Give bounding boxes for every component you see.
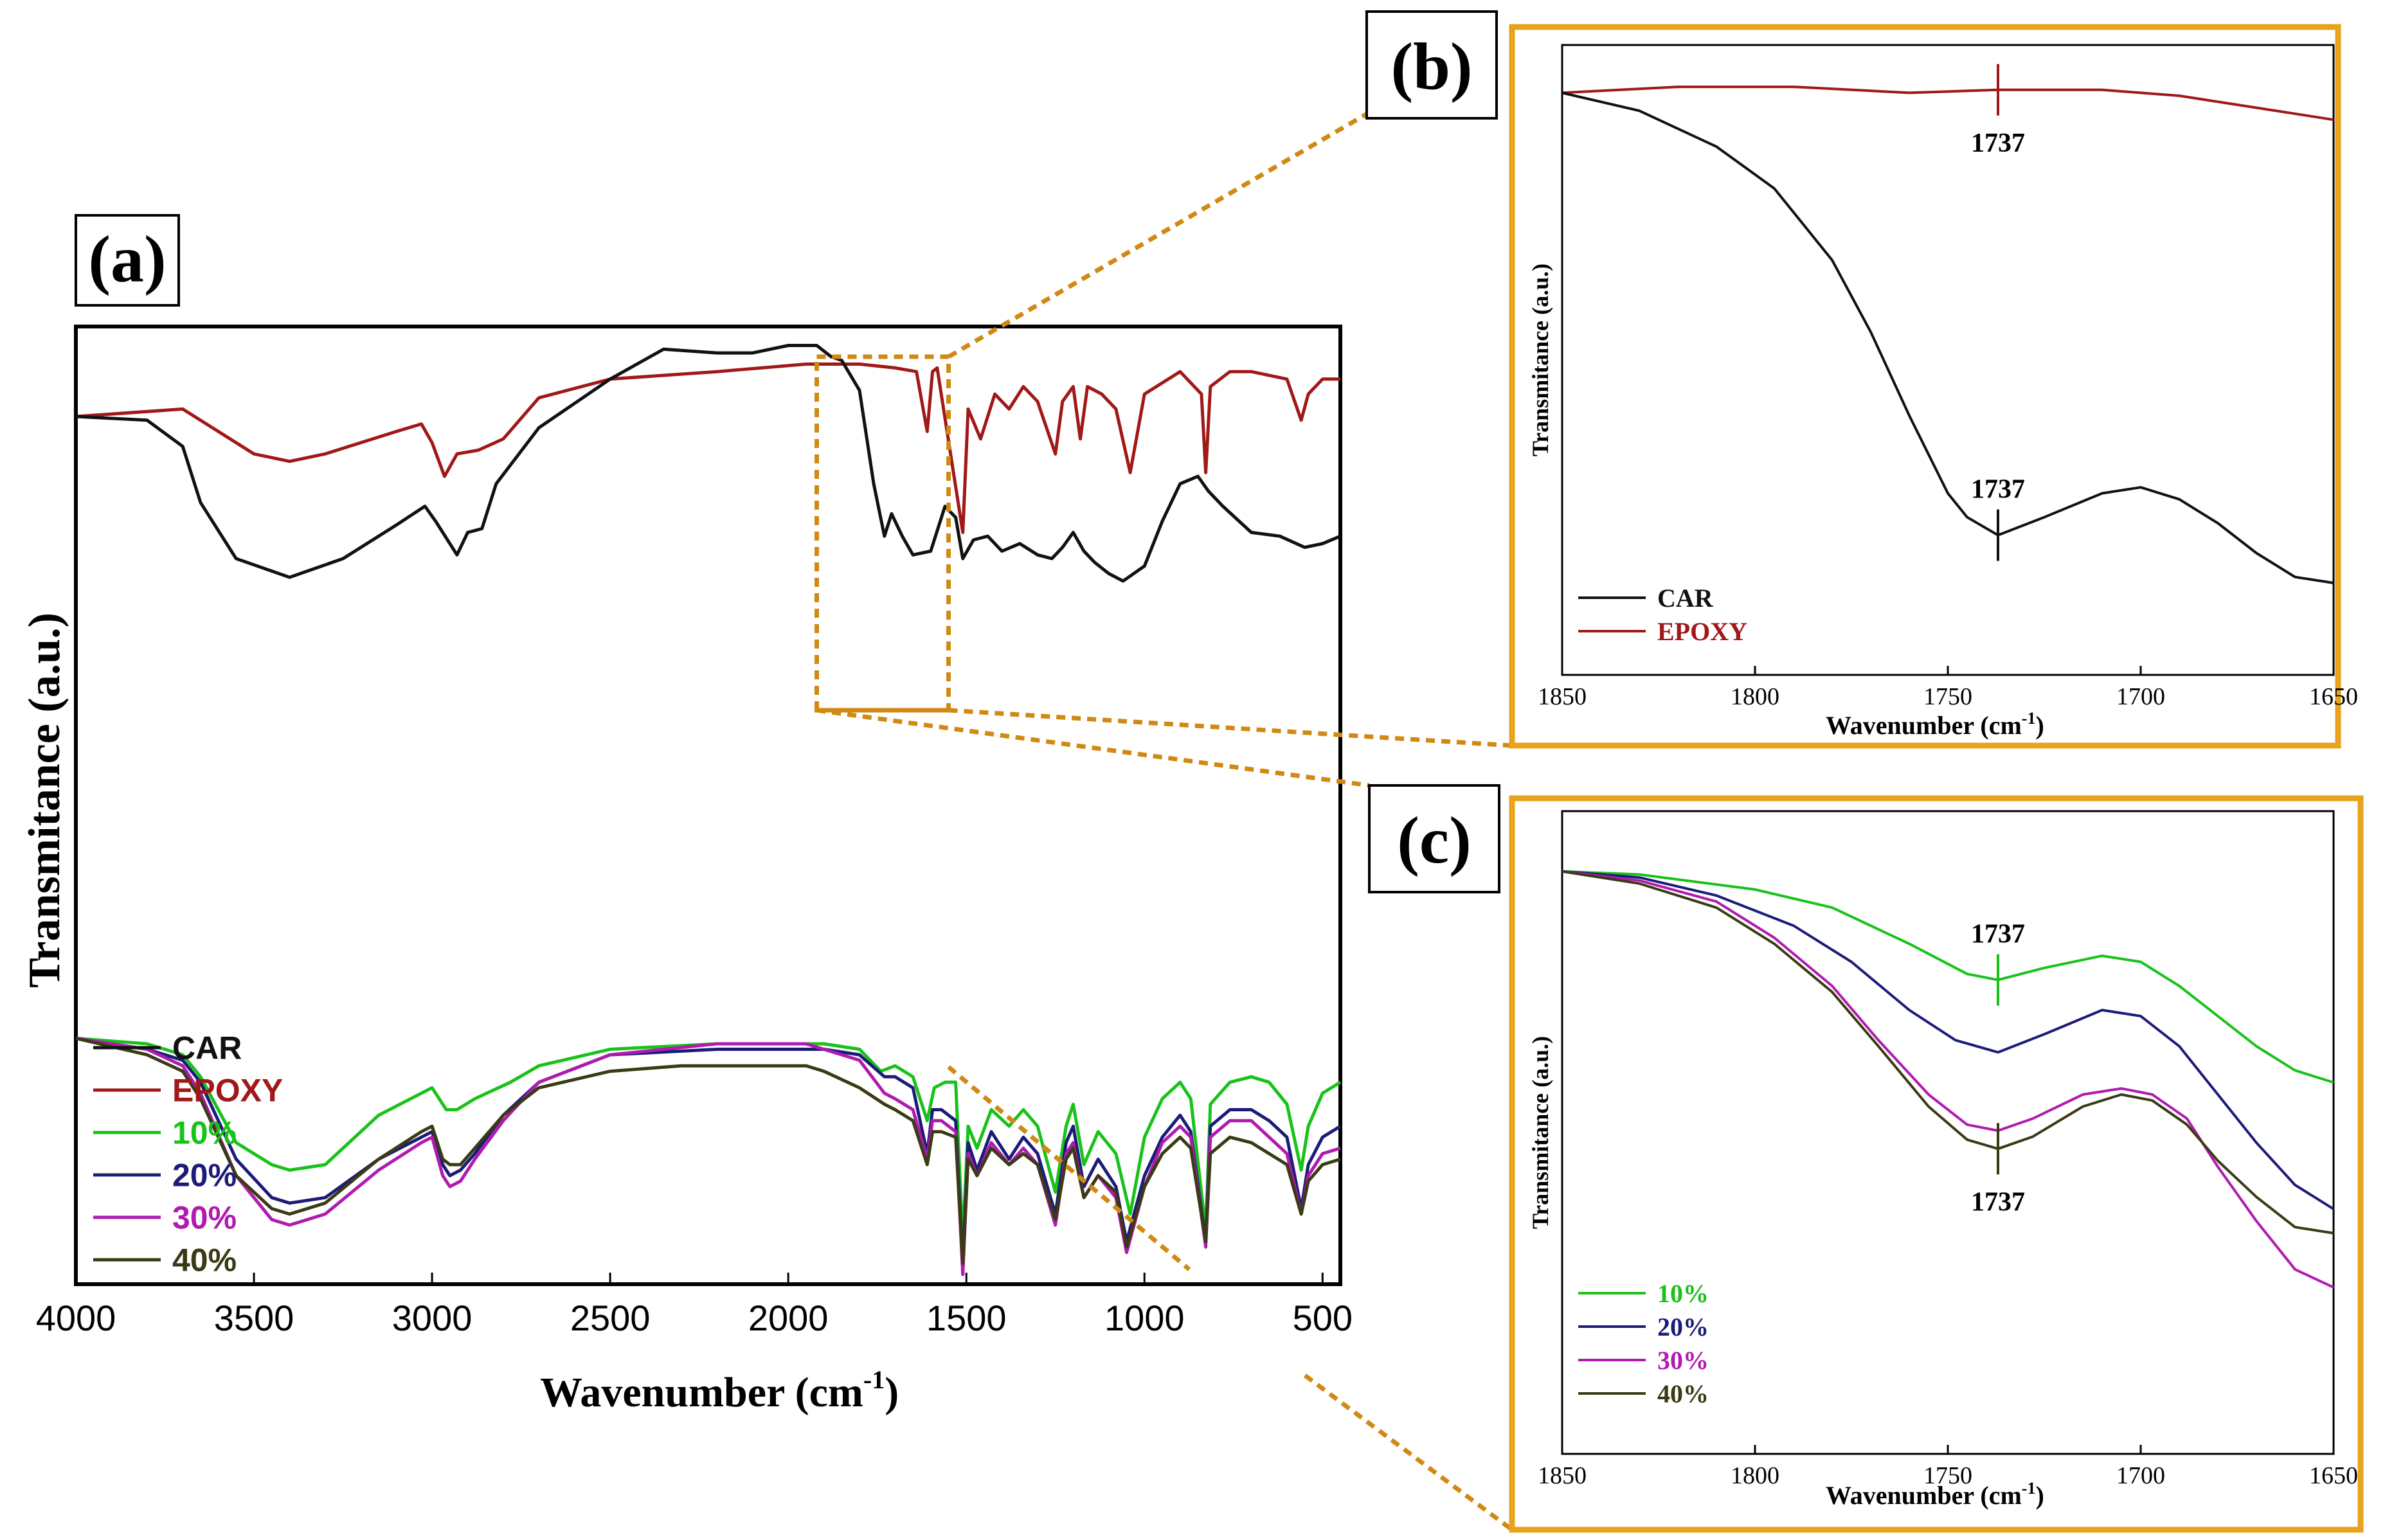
panel-c-x-ticks: 1850 1800 1750 1700 1650	[1538, 1445, 2358, 1489]
panel-b-inset: 1850 1800 1750 1700 1650 1737 1737 CAR EPOXY (…	[1365, 10, 2358, 749]
panel-a-legend-label-30pct: 30%	[172, 1200, 237, 1236]
panel-c-series-line-10pct	[1562, 870, 2334, 1084]
panel-c-legend-label-20pct: 20%	[1657, 1312, 1709, 1341]
panel-c-xlabel-text: Wavenumber (cm	[1826, 1481, 2022, 1510]
panel-c-x-axis-label: Wavenumber (cm-1)	[1826, 1479, 2044, 1510]
panel-c-series-line-40pct	[1562, 870, 2334, 1235]
connector-to-c-lower	[947, 1065, 1191, 1271]
panel-a-y-axis-label: Transmitance (a.u.)	[20, 613, 69, 988]
panel-c-x-tick-label: 1850	[1538, 1462, 1587, 1489]
panel-a-legend-label-car: CAR	[172, 1030, 242, 1066]
panel-b-x-tick-label: 1850	[1538, 683, 1587, 710]
panel-a-x-ticks: 4000 3500 3000 2500 2000 1500 1000 500	[36, 1273, 1353, 1338]
panel-b-x-ticks: 1850 1800 1750 1700 1650	[1538, 666, 2358, 710]
panel-a-x-tick-label: 1000	[1104, 1298, 1185, 1338]
panel-a-x-tick-label: 4000	[36, 1298, 116, 1338]
panel-c-xlabel-sup: -1	[2022, 1479, 2036, 1498]
zoom-connector-lines	[816, 110, 1514, 1532]
panel-a-zoom-box	[814, 354, 951, 713]
panel-a-legend: CAR EPOXY 10% 20% 30% 40%	[93, 1030, 283, 1278]
panel-b-y-axis-label: Transmitance (a.u.)	[1527, 264, 1553, 456]
panel-b-legend-label-epoxy: EPOXY	[1657, 617, 1747, 646]
panel-a-zoom-region	[814, 354, 951, 713]
panel-b-xlabel-end: )	[2035, 711, 2044, 740]
panel-c-label: (c)	[1397, 803, 1471, 877]
connector-to-b-top	[947, 110, 1371, 359]
panel-b-legend: CAR EPOXY	[1578, 584, 1747, 646]
panel-c-inset: 1850 1800 1750 1700 1650 1737 1737 10% 20% 30% 4…	[1368, 784, 2364, 1533]
panel-a-label: (a)	[88, 222, 166, 296]
panel-b-x-tick-label: 1650	[2309, 683, 2358, 710]
panel-a-x-tick-label: 1500	[926, 1298, 1007, 1338]
panel-a-legend-label-10pct: 10%	[172, 1115, 237, 1151]
connector-to-c-bottom	[1303, 1374, 1514, 1532]
panel-b-x-tick-label: 1800	[1731, 683, 1779, 710]
panel-a-series-line-10pct	[75, 1037, 1342, 1244]
connector-to-c-top	[816, 708, 1370, 788]
panel-a-legend-label-20pct: 20%	[172, 1158, 237, 1194]
panel-b-x-axis-label: Wavenumber (cm-1)	[1826, 709, 2044, 740]
panel-a-x-axis-label: Wavenumber (cm-1)	[540, 1365, 899, 1416]
panel-c-label-box	[1368, 784, 1500, 893]
panel-a-xlabel-text: Wavenumber (cm	[540, 1369, 863, 1416]
panel-a-x-tick-label: 2000	[748, 1298, 829, 1338]
panel-b-annotation-label: 1737	[1971, 129, 2025, 158]
panel-a-xlabel-end: )	[885, 1369, 899, 1416]
panel-c-x-tick-label: 1750	[1923, 1462, 1972, 1489]
panel-c-annotation-label: 1737	[1971, 920, 2025, 949]
connector-to-b-bottom	[948, 708, 1513, 748]
panel-b-xlabel-text: Wavenumber (cm	[1826, 711, 2022, 740]
panel-c-annotation-label: 1737	[1971, 1187, 2025, 1217]
panel-a-series-line-epoxy	[75, 363, 1340, 534]
panel-b-label: (b)	[1390, 30, 1472, 103]
panel-a-series-line-car	[75, 344, 1341, 583]
panel-a-chart: 4000 3500 3000 2500 2000 1500 1000 500 CAR EPOXY…	[20, 214, 1353, 1416]
panel-c-series-line-30pct	[1562, 870, 2334, 1289]
panel-b-x-tick-label: 1700	[2116, 683, 2165, 710]
panel-c-annotations: 1737 1737	[1971, 920, 2025, 1217]
panel-a-x-tick-label: 3500	[214, 1298, 294, 1338]
panel-a-xlabel-sup: -1	[863, 1365, 885, 1394]
panel-c-legend-label-30pct: 30%	[1657, 1346, 1709, 1375]
panel-c-legend-label-10pct: 10%	[1657, 1279, 1709, 1308]
panel-b-series-line-car	[1562, 91, 2334, 584]
panel-c-legend: 10% 20% 30% 40%	[1578, 1279, 1709, 1408]
panel-a-x-tick-label: 500	[1293, 1298, 1353, 1338]
panel-b-annotation-label: 1737	[1971, 475, 2025, 505]
panel-c-border	[1509, 795, 2364, 1533]
panel-a-legend-label-epoxy: EPOXY	[172, 1073, 283, 1109]
panel-c-xlabel-end: )	[2035, 1481, 2044, 1510]
panel-a-x-tick-label: 2500	[570, 1298, 651, 1338]
panel-a-label-box	[75, 214, 180, 307]
panel-c-series-line-20pct	[1562, 870, 2335, 1210]
panel-c-series	[1562, 870, 2335, 1289]
panel-a-x-tick-label: 3000	[392, 1298, 473, 1338]
panel-b-annotations: 1737 1737	[1971, 64, 2025, 561]
panel-b-xlabel-sup: -1	[2022, 709, 2036, 728]
panel-c-legend-label-40pct: 40%	[1657, 1379, 1709, 1408]
panel-c-x-tick-label: 1700	[2116, 1462, 2165, 1489]
panel-b-legend-label-car: CAR	[1657, 584, 1714, 613]
panel-b-x-tick-label: 1750	[1923, 683, 1972, 710]
panel-b-border	[1509, 24, 2341, 749]
panel-c-x-tick-label: 1650	[2309, 1462, 2358, 1489]
panel-c-y-axis-label: Transmitance (a.u.)	[1527, 1036, 1553, 1229]
panel-a-frame	[74, 325, 1342, 1286]
panel-a-series-line-40pct	[75, 1037, 1341, 1266]
panel-a-legend-label-40pct: 40%	[172, 1242, 237, 1278]
panel-c-x-tick-label: 1800	[1731, 1462, 1779, 1489]
panel-a-series	[75, 344, 1342, 1276]
panel-b-label-box	[1365, 10, 1498, 120]
